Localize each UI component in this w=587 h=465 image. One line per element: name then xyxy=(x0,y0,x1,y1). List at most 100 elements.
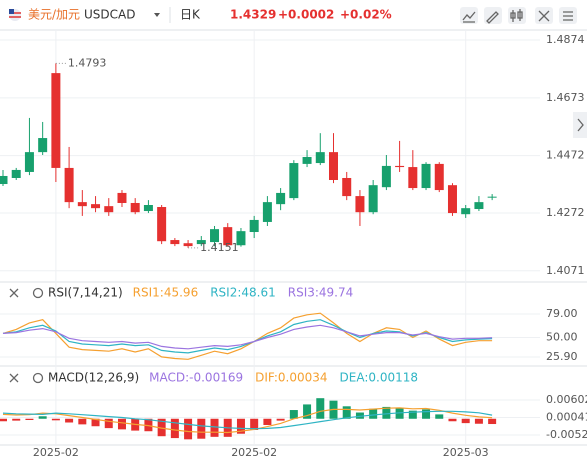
draw-button[interactable] xyxy=(484,7,502,24)
macd-bar xyxy=(104,418,113,429)
y-tick-label: 79.00 xyxy=(546,307,578,320)
macd-bar xyxy=(144,418,153,432)
candle-body xyxy=(210,229,220,243)
macd-bar xyxy=(184,418,193,440)
candle-body xyxy=(381,165,391,188)
y-tick-label: 1.4673 xyxy=(546,91,585,104)
candle-body xyxy=(487,196,497,198)
macd-bar xyxy=(316,398,325,419)
macd-bar xyxy=(303,404,312,419)
flag-icon xyxy=(9,9,21,21)
candle-body xyxy=(117,192,127,203)
candle-body xyxy=(289,163,299,199)
legend-entry: DIF:0.00034 xyxy=(255,371,327,385)
macd-bar xyxy=(435,414,444,419)
indicator-line xyxy=(2,324,493,350)
scroll-arrow[interactable] xyxy=(573,112,587,138)
macd-bar xyxy=(12,418,21,421)
candle-body xyxy=(447,185,457,214)
candle-body xyxy=(183,243,193,247)
indicator-label: MACD(12,26,9) xyxy=(48,371,139,385)
legend-entry: MACD:-0.00169 xyxy=(149,371,243,385)
macd-bar xyxy=(91,418,100,427)
y-tick-label: 0.00041 xyxy=(546,410,587,423)
macd-bar xyxy=(170,418,179,439)
fullscreen-button[interactable] xyxy=(535,7,553,24)
y-tick-label: 1.4071 xyxy=(546,264,585,277)
candle-body xyxy=(91,204,101,209)
macd-bar xyxy=(382,406,391,419)
macd-bar xyxy=(25,418,34,421)
macd-bar xyxy=(65,418,74,423)
candle-body xyxy=(342,177,352,197)
macd-bar xyxy=(408,410,417,419)
candle-body xyxy=(223,227,233,246)
macd-bar xyxy=(117,418,126,430)
macd-bar xyxy=(210,418,219,437)
candle-body xyxy=(196,240,206,245)
candle-body xyxy=(315,152,325,164)
indicator-line xyxy=(2,312,493,360)
low-annotation: 1.4151 xyxy=(200,241,239,254)
candle-body xyxy=(0,175,8,185)
high-annotation: 1.4793 xyxy=(68,56,107,69)
candle-body xyxy=(461,208,471,215)
macd-bar xyxy=(78,418,87,425)
macd-bar xyxy=(448,418,457,422)
candle-body xyxy=(51,73,61,168)
macd-bar xyxy=(422,409,431,419)
period[interactable]: 日K xyxy=(180,8,201,22)
candle-body xyxy=(368,185,378,213)
x-tick-label: 2025-03 xyxy=(443,446,489,459)
candle-body xyxy=(408,167,418,189)
macd-bar xyxy=(289,410,298,419)
candle-body xyxy=(24,152,34,172)
y-tick-label: -0.00521 xyxy=(546,428,587,441)
macd-bar xyxy=(0,418,7,422)
macd-bar xyxy=(369,408,378,419)
candle-body xyxy=(64,167,74,203)
macd-bar xyxy=(236,418,245,434)
candle-body xyxy=(276,192,286,205)
macd-bar xyxy=(461,418,470,424)
y-tick-label: 1.4272 xyxy=(546,206,585,219)
candle-body xyxy=(249,219,259,233)
indicator-line xyxy=(2,410,493,430)
more-button[interactable] xyxy=(559,7,577,24)
indicator-line xyxy=(2,407,493,434)
candle-body xyxy=(302,157,312,164)
macd-bar xyxy=(263,418,272,425)
y-tick-label: 50.00 xyxy=(546,330,578,343)
legend-entry: RSI3:49.74 xyxy=(288,286,354,300)
candle-body xyxy=(395,165,405,168)
candle-body xyxy=(104,206,114,213)
y-tick-label: 1.4874 xyxy=(546,33,585,46)
price-change-pct: +0.02% xyxy=(340,8,392,22)
legend-entry: RSI1:45.96 xyxy=(133,286,199,300)
candle-body xyxy=(11,169,21,178)
rsi-panel-icons[interactable] xyxy=(9,287,44,299)
macd-panel-icons[interactable] xyxy=(9,372,44,384)
indicator-label: RSI(7,14,21) xyxy=(48,286,123,300)
candle-body xyxy=(262,202,272,222)
candle-body xyxy=(38,138,48,153)
candle-body xyxy=(434,163,444,191)
symbol-dropdown[interactable] xyxy=(154,13,160,17)
y-tick-label: 25.90 xyxy=(546,350,578,363)
macd-bar xyxy=(157,418,166,437)
macd-bar xyxy=(488,418,497,425)
symbol[interactable]: USDCAD xyxy=(84,8,135,22)
x-tick-label: 2025-02 xyxy=(33,446,79,459)
macd-bar xyxy=(250,418,259,430)
candle-body xyxy=(130,202,140,213)
macd-bar xyxy=(342,406,351,419)
candle-body xyxy=(77,202,87,207)
price: 1.4329 xyxy=(230,8,276,22)
candle-type-button[interactable] xyxy=(508,7,526,24)
price-change: +0.0002 xyxy=(278,8,334,22)
indicator-button[interactable] xyxy=(460,7,478,24)
pair-name: 美元/加元 xyxy=(28,8,80,22)
y-tick-label: 1.4472 xyxy=(546,149,585,162)
macd-bar xyxy=(276,418,285,421)
macd-bar xyxy=(51,418,60,421)
